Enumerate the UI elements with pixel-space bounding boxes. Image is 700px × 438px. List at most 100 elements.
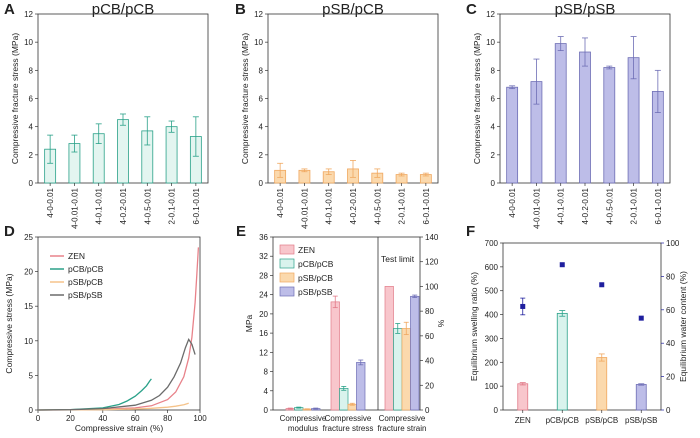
y-tick-label: 20 <box>259 310 268 319</box>
x-tick-label: 4-0.2-0.01 <box>581 187 590 224</box>
y-tick-label: 2 <box>491 151 496 160</box>
y-tick-label: 4 <box>491 123 496 132</box>
y-tick-label: 2 <box>259 151 264 160</box>
y-tick-label: 700 <box>485 239 499 248</box>
y2-tick-label: 60 <box>666 306 675 315</box>
legend-swatch <box>279 286 295 297</box>
y-tick-label: 2 <box>29 151 34 160</box>
y-tick-label: 12 <box>486 10 495 19</box>
y-tick-label: 6 <box>259 95 264 104</box>
test-limit-annotation: Test limit <box>381 254 415 264</box>
y-tick-label: 28 <box>259 271 268 280</box>
y-axis-label: Compressive fracture stress (MPa) <box>10 33 20 164</box>
x-tick-label: 6-0.1-0.01 <box>654 187 663 224</box>
y-tick-label: 10 <box>24 337 33 346</box>
y-tick-label: 12 <box>254 10 263 19</box>
panel-label: E <box>236 223 246 240</box>
legend-swatch <box>279 272 295 283</box>
bar <box>165 126 178 184</box>
bar <box>635 384 647 411</box>
x-tick-label: 40 <box>98 414 107 423</box>
bar <box>339 388 349 411</box>
x-tick-label: 4-0.1-0.01 <box>95 187 104 224</box>
y-tick-label: 10 <box>24 38 33 47</box>
bar <box>506 86 519 184</box>
y-tick-label: 300 <box>485 334 499 343</box>
x-tick-label: 4-0-0.01 <box>508 187 517 217</box>
y-tick-label: 4 <box>264 387 269 396</box>
y-tick-label: 20 <box>24 268 33 277</box>
y-tick-label: 8 <box>491 66 496 75</box>
y2-tick-label: 100 <box>666 239 680 248</box>
y-tick-label: 12 <box>24 10 33 19</box>
bar <box>596 357 608 411</box>
plot-frame <box>37 236 201 411</box>
plot-frame <box>267 13 439 184</box>
x-tick-label: 4-0.1-0.01 <box>557 187 566 224</box>
bar <box>556 312 568 411</box>
y-tick-label: 0 <box>259 179 264 188</box>
y-tick-label: 0 <box>491 179 496 188</box>
y-tick-label: 8 <box>29 66 34 75</box>
chart-title: pSB/pSB <box>555 1 616 18</box>
x-category-label: pSB/pCB <box>585 416 618 425</box>
bar <box>117 119 129 184</box>
water-content-marker <box>638 315 644 321</box>
y2-tick-label: 0 <box>666 406 671 415</box>
x-tick-label: 80 <box>163 414 172 423</box>
bar <box>517 383 529 411</box>
bar <box>384 286 394 411</box>
y-tick-label: 5 <box>29 371 34 380</box>
y2-tick-label: 120 <box>425 258 439 267</box>
x-category-label: fracture stress <box>323 424 374 433</box>
x-tick-label: 4-0.01-0.01 <box>532 187 541 228</box>
y2-tick-label: 140 <box>425 233 439 242</box>
y-tick-label: 200 <box>485 358 499 367</box>
y-tick-label: 25 <box>24 233 33 242</box>
y2-tick-label: 100 <box>425 282 439 291</box>
x-tick-label: 4-0.5-0.01 <box>373 187 382 224</box>
bar <box>554 43 567 184</box>
chart-title: pSB/pCB <box>322 1 384 18</box>
x-axis-label: Compressive strain (%) <box>75 423 163 433</box>
legend-label: pCB/pCB <box>298 259 334 269</box>
panel-label: F <box>466 223 475 240</box>
series-line <box>37 337 196 411</box>
y2-tick-label: 80 <box>666 272 675 281</box>
panel-label: C <box>466 1 477 18</box>
x-tick-label: 60 <box>131 414 140 423</box>
y-tick-label: 10 <box>486 38 495 47</box>
y-tick-label: 6 <box>491 95 496 104</box>
y-tick-label: 10 <box>254 38 263 47</box>
y-axis-label: Equilibrium swelling ratio (%) <box>469 272 479 381</box>
x-tick-label: 4-0.1-0.01 <box>325 187 334 224</box>
y2-tick-label: 60 <box>425 332 434 341</box>
legend-label: ZEN <box>68 251 85 261</box>
y2-tick-label: 20 <box>425 381 434 390</box>
x-tick-label: 0 <box>36 414 41 423</box>
x-tick-label: 4-0-0.01 <box>46 187 55 217</box>
y-tick-label: 8 <box>264 368 269 377</box>
y-tick-label: 500 <box>485 287 499 296</box>
x-tick-label: 4-0.5-0.01 <box>605 187 614 224</box>
y-tick-label: 600 <box>485 263 499 272</box>
y-axis-label: Compressive fracture stress (MPa) <box>240 33 250 164</box>
y2-tick-label: 80 <box>425 307 434 316</box>
bar <box>330 301 340 411</box>
bar <box>356 362 366 411</box>
x-tick-label: 6-0.1-0.01 <box>192 187 201 224</box>
y-tick-label: 400 <box>485 311 499 320</box>
x-tick-label: 100 <box>193 414 207 423</box>
bar <box>603 67 616 184</box>
x-tick-label: 4-0.2-0.01 <box>349 187 358 224</box>
y-tick-label: 0 <box>264 406 269 415</box>
bar <box>410 295 420 411</box>
x-tick-label: 20 <box>66 414 75 423</box>
x-category-label: ZEN <box>515 416 531 425</box>
x-category-label: Compressive <box>325 414 372 423</box>
y-tick-label: 0 <box>29 406 34 415</box>
chart-title: pCB/pCB <box>92 1 155 18</box>
x-category-label: pCB/pCB <box>546 416 579 425</box>
y2-tick-label: 0 <box>425 406 430 415</box>
